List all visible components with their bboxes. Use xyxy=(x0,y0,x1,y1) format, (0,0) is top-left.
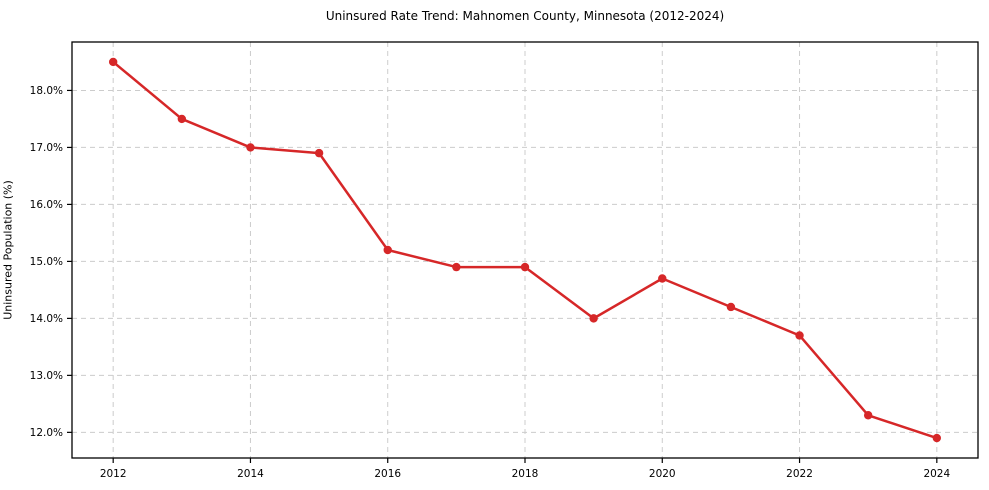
data-point xyxy=(863,411,873,420)
data-point xyxy=(246,143,255,152)
x-tick-label: 2018 xyxy=(512,468,539,480)
y-tick-label: 12.0% xyxy=(30,427,63,439)
data-point xyxy=(452,262,461,272)
y-tick-label: 14.0% xyxy=(30,313,63,325)
x-tick-label: 2020 xyxy=(649,468,676,480)
x-tick-label: 2022 xyxy=(786,468,813,480)
y-tick-label: 15.0% xyxy=(30,256,63,268)
data-point xyxy=(383,245,392,255)
y-tick-label: 17.0% xyxy=(30,142,63,154)
chart-title: Uninsured Rate Trend: Mahnomen County, M… xyxy=(325,9,725,23)
x-tick-label: 2012 xyxy=(100,468,127,480)
data-point xyxy=(314,148,324,158)
data-point xyxy=(520,262,530,272)
x-tick-label: 2024 xyxy=(923,468,950,480)
data-point xyxy=(932,433,942,443)
y-tick-label: 16.0% xyxy=(30,199,63,211)
x-tick-label: 2016 xyxy=(374,468,401,480)
data-point xyxy=(589,314,598,323)
x-tick-label: 2014 xyxy=(237,468,264,480)
data-point xyxy=(795,331,804,340)
y-tick-label: 13.0% xyxy=(30,370,63,382)
data-point xyxy=(108,57,118,67)
data-point xyxy=(658,274,667,283)
data-point xyxy=(177,114,187,124)
y-tick-label: 18.0% xyxy=(30,85,63,97)
data-point xyxy=(726,302,736,312)
